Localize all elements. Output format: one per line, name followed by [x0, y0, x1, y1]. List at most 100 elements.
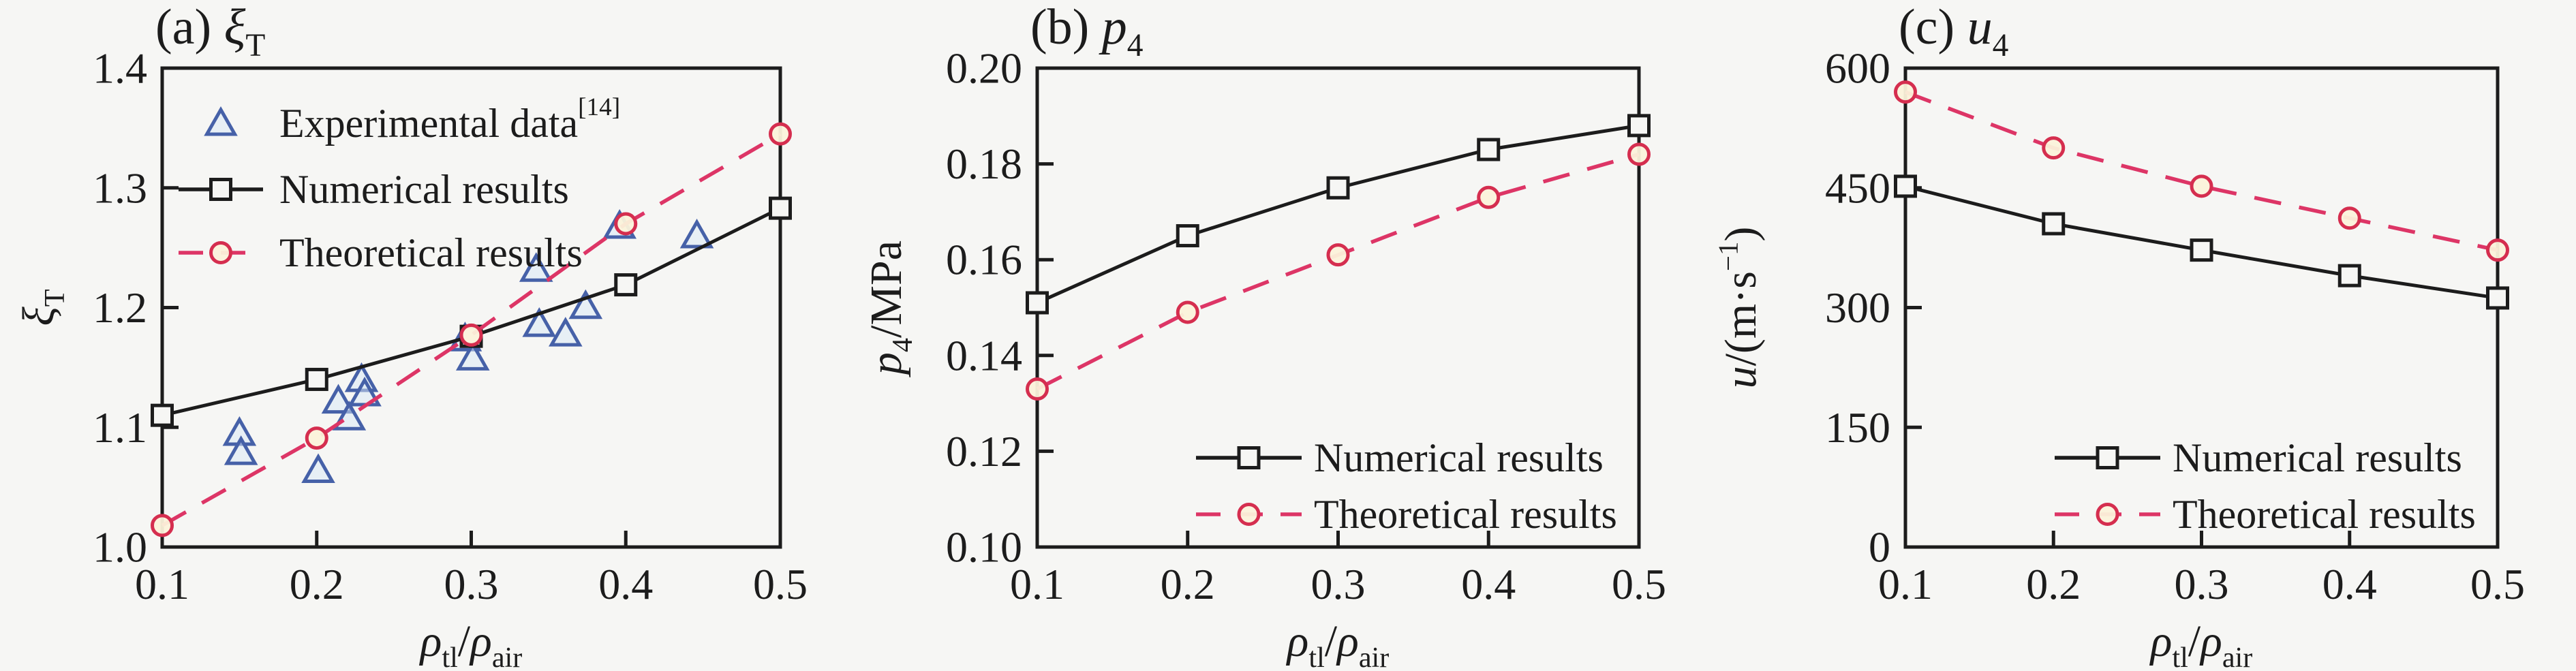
legend: Experimental data[14] Numerical results Th…	[179, 93, 620, 275]
y-tick-label: 0.20	[946, 44, 1022, 93]
series-theoretical	[1026, 142, 1651, 401]
data-point-marker-square	[1326, 176, 1350, 200]
data-point-marker-square	[2042, 212, 2066, 236]
label-segment: ξ	[224, 0, 246, 55]
y-tick-label: 0	[1869, 523, 1890, 572]
legend-item-numerical: Numerical results	[179, 167, 569, 212]
data-point-marker-square	[769, 196, 792, 220]
panel-a: (a) ξT 0.1 0.2 0.3 0.4 0.5 1.0 1.1 1.2 1.3 1.4 ρtl/…	[0, 0, 859, 671]
x-tick-label: 0.1	[1010, 560, 1064, 608]
label-segment: T	[245, 28, 265, 63]
legend-label-numerical: Numerical results	[279, 167, 569, 212]
series-numerical	[1894, 174, 2509, 310]
data-point-marker-square	[1627, 114, 1651, 138]
data-point-marker-square	[2486, 286, 2509, 310]
x-tick-label: 0.3	[444, 560, 499, 608]
data-point-marker-square	[2096, 446, 2119, 469]
legend-item-theoretical: Theoretical results	[179, 230, 583, 275]
data-point-marker-square	[1026, 291, 1049, 315]
data-point-marker-circle	[209, 241, 232, 264]
y-tick-label: 1.1	[93, 403, 147, 452]
chart-title: (b) p4	[1030, 0, 1144, 63]
x-tick-label: 0.1	[135, 560, 189, 608]
label-segment: Experimental data	[279, 101, 578, 146]
label-segment: air	[492, 642, 523, 671]
data-point-marker-circle	[2096, 503, 2119, 526]
y-tick-label: 600	[1825, 44, 1890, 93]
data-point-marker-circle	[2190, 174, 2213, 198]
chart-title: (c) u4	[1899, 0, 2008, 63]
data-point-marker-circle	[1176, 300, 1199, 324]
data-point-marker-square	[1237, 446, 1261, 469]
data-point-marker-triangle	[522, 307, 557, 337]
data-point-marker-circle	[459, 323, 483, 347]
series-line-theoretical	[1905, 90, 2498, 252]
legend-label-experimental: Experimental data[14]	[279, 93, 620, 146]
x-axis-label: ρtl/ρair	[1286, 617, 1390, 671]
legend-label-theoretical: Theoretical results	[1314, 492, 1617, 537]
label-segment: p	[861, 352, 911, 377]
data-point-marker-circle	[2486, 238, 2509, 262]
data-point-marker-square	[2190, 238, 2213, 262]
data-point-marker-circle	[151, 514, 174, 537]
label-segment: 4	[887, 338, 919, 352]
data-point-marker-square	[209, 178, 232, 201]
y-axis-label: p4/MPa	[861, 240, 919, 377]
chart-title: (a) ξT	[155, 0, 265, 63]
label-segment: air	[1359, 642, 1390, 671]
x-tick-label: 0.1	[1878, 560, 1933, 608]
series-line-theoretical	[161, 132, 782, 527]
data-point-marker-circle	[1237, 503, 1261, 526]
label-segment: ρ	[2149, 617, 2173, 666]
panel-b: (b) p4 0.1 0.2 0.3 0.4 0.5 0.10 0.12 0.14 0.16 0.1…	[859, 0, 1717, 671]
label-segment: /	[1325, 617, 1338, 666]
y-axis-label: ξT	[14, 289, 71, 326]
data-point-marker-square	[305, 367, 328, 391]
label-segment: /MPa	[861, 240, 911, 338]
data-point-marker-circle	[1477, 185, 1501, 209]
data-point-marker-circle	[2337, 206, 2361, 230]
label-segment: u	[1717, 366, 1766, 388]
series-theoretical	[1894, 80, 2509, 262]
x-tick-label: 0.3	[1311, 560, 1366, 608]
y-tick-label: 1.3	[93, 163, 147, 212]
data-point-marker-triangle	[455, 341, 490, 371]
label-segment: ρ	[1286, 617, 1309, 666]
x-axis-label: ρtl/ρair	[2149, 617, 2253, 671]
legend-label-theoretical: Theoretical results	[2173, 492, 2476, 537]
data-point-marker-square	[151, 403, 174, 427]
label-segment: )	[1717, 227, 1766, 242]
label-segment: −1	[1717, 242, 1744, 272]
x-tick-label: 0.3	[2175, 560, 2229, 608]
label-segment: p	[1099, 0, 1127, 55]
legend-item-experimental: Experimental data[14]	[204, 93, 620, 146]
data-point-marker-circle	[1326, 243, 1350, 267]
label-segment: (a)	[155, 0, 224, 55]
series-theoretical	[151, 122, 792, 537]
x-tick-label: 0.2	[2026, 560, 2081, 608]
y-tick-label: 0.16	[946, 236, 1022, 284]
legend-item-numerical: Numerical results	[1196, 435, 1604, 480]
label-segment: (b)	[1030, 0, 1102, 55]
x-tick-label: 0.2	[290, 560, 344, 608]
x-tick-label: 0.4	[2322, 560, 2377, 608]
legend-label-theoretical: Theoretical results	[279, 230, 583, 275]
label-segment: tl	[1308, 642, 1324, 671]
y-axis-label: u/(m·s−1)	[1717, 227, 1766, 389]
data-point-marker-triangle	[321, 384, 356, 414]
label-segment: (c)	[1899, 0, 1967, 55]
data-point-marker-circle	[1894, 80, 1917, 104]
y-tick-label: 0.12	[946, 427, 1022, 475]
label-segment: Theoretical results	[1314, 492, 1617, 537]
label-segment: tl	[2172, 642, 2188, 671]
label-segment: Numerical results	[1314, 435, 1604, 480]
data-point-marker-triangle	[549, 317, 583, 347]
legend-label-numerical: Numerical results	[1314, 435, 1604, 480]
label-segment: air	[2222, 642, 2253, 671]
y-tick-label: 1.4	[93, 44, 147, 93]
y-tick-label: 300	[1825, 283, 1890, 332]
panel-c: (c) u4 0.1 0.2 0.3 0.4 0.5 0 150 300 450 600 ρtl/ρa…	[1717, 0, 2576, 671]
legend-item-numerical: Numerical results	[2055, 435, 2462, 480]
x-tick-label: 0.5	[753, 560, 808, 608]
